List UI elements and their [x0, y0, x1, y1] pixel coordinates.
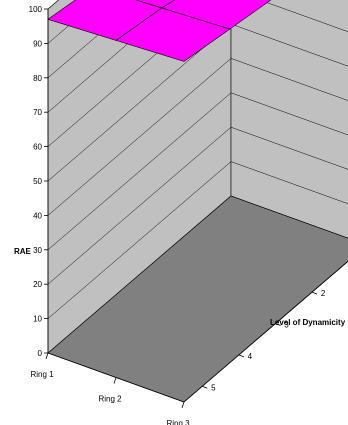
- z-tick-label: 0: [38, 349, 43, 358]
- z-tick-label: 40: [33, 211, 42, 220]
- z-axis-title: RAE: [14, 247, 32, 256]
- y-tick-label: 5: [211, 383, 216, 392]
- z-tick-label: 60: [33, 143, 42, 152]
- y-tick-label: 4: [248, 352, 253, 361]
- z-tick-label: 50: [33, 177, 42, 186]
- y-tick: [202, 385, 208, 389]
- y-tick: [311, 291, 318, 295]
- chart-axes: [44, 8, 348, 409]
- z-tick-label: 90: [33, 39, 42, 48]
- y-axis-title: Level of Dynamicity: [270, 318, 346, 327]
- x-tick: [113, 377, 117, 384]
- x-tick-label: Ring 1: [30, 370, 54, 379]
- chart-walls: [47, 0, 348, 403]
- x-tick: [181, 401, 185, 409]
- y-tick: [238, 354, 245, 358]
- z-tick-label: 70: [33, 108, 42, 117]
- z-tick-label: 20: [33, 280, 42, 289]
- gridline: [47, 126, 348, 285]
- x-tick-label: Ring 2: [98, 395, 122, 404]
- x-tick-label: Ring 3: [166, 419, 190, 425]
- y-tick-label: 2: [321, 289, 326, 298]
- z-tick-label: 30: [33, 246, 42, 255]
- gridline: [47, 0, 180, 113]
- x-tick: [45, 352, 49, 360]
- z-tick-label: 80: [33, 74, 42, 83]
- gridline: [47, 0, 348, 147]
- chart-labels: 0 10 20 30 40 50 60 70 80 90 100 Ring 1 Ring 2 Ring 3…: [29, 5, 326, 425]
- gridline: [47, 92, 348, 250]
- surface-patch: [115, 7, 231, 62]
- y-tick: [275, 323, 281, 326]
- gridline: [47, 195, 348, 354]
- z-tick-label: 100: [29, 5, 43, 14]
- gridline: [47, 161, 348, 319]
- gridline: [47, 58, 348, 216]
- surface-plot: [47, 0, 272, 62]
- y-tick-label: 3: [284, 321, 289, 330]
- z-tick-label: 10: [33, 315, 42, 324]
